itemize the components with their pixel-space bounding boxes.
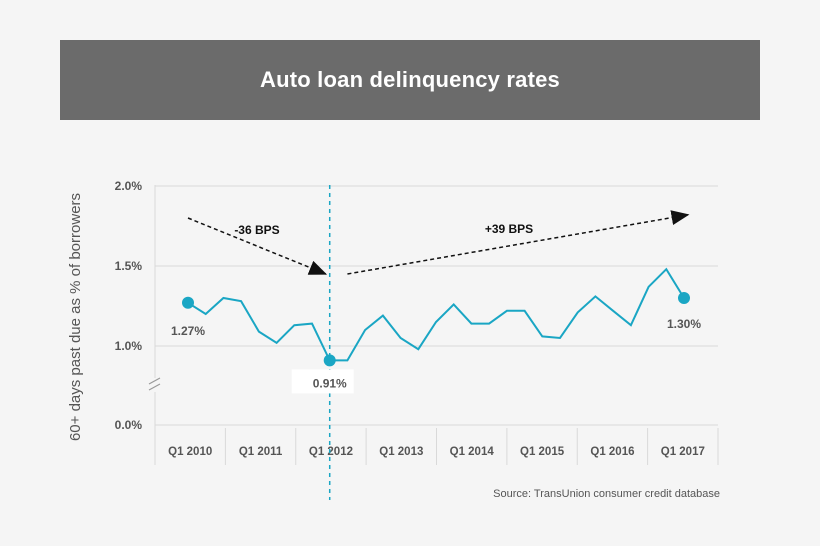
y-tick-label: 0.0% xyxy=(115,418,143,432)
y-tick-label: 1.0% xyxy=(115,339,143,353)
y-tick-label: 1.5% xyxy=(115,259,143,273)
source-note: Source: TransUnion consumer credit datab… xyxy=(493,488,720,500)
x-tick-label: Q1 2011 xyxy=(239,446,283,458)
x-tick-label: Q1 2017 xyxy=(661,446,705,458)
x-tick-label: Q1 2012 xyxy=(309,446,353,458)
y-axis-label: 60+ days past due as % of borrowers xyxy=(67,193,84,441)
x-tick-label: Q1 2015 xyxy=(520,446,565,458)
data-label: 1.27% xyxy=(171,324,205,338)
chart-title-bar: Auto loan delinquency rates xyxy=(60,40,760,120)
data-label: 1.30% xyxy=(667,317,701,331)
trend-arrow xyxy=(187,217,328,275)
chart-title: Auto loan delinquency rates xyxy=(259,67,560,92)
data-point xyxy=(323,354,336,367)
x-tick-label: Q1 2013 xyxy=(379,446,423,458)
data-point xyxy=(678,292,690,304)
data-label: 0.91% xyxy=(313,376,347,390)
trend-label: -36 BPS xyxy=(234,223,279,237)
x-tick-label: Q1 2014 xyxy=(450,446,495,458)
axis-break-mark xyxy=(148,377,161,391)
x-tick-label: Q1 2016 xyxy=(590,446,634,458)
y-tick-label: 2.0% xyxy=(115,179,143,193)
data-point xyxy=(182,296,194,309)
series-line xyxy=(187,267,685,362)
data-label-background xyxy=(291,369,354,394)
trend-arrow xyxy=(347,210,690,275)
trend-label: +39 BPS xyxy=(485,222,533,236)
x-tick-label: Q1 2010 xyxy=(168,446,212,458)
